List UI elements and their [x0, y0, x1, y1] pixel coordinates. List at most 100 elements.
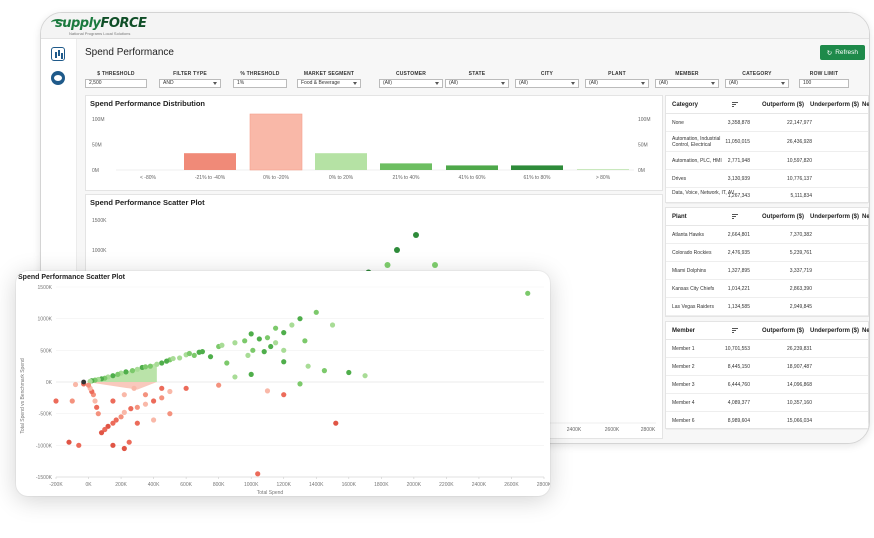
filter-dropdown[interactable]: (All): [725, 79, 789, 88]
scatter-point-outperform: [289, 322, 295, 328]
cell-outperform: 10,701,553: [724, 346, 750, 352]
cell-underperform: 2,863,390: [789, 286, 812, 292]
cell-outperform: 11,050,015: [725, 139, 750, 145]
x-tick-label: 2400K: [472, 482, 487, 488]
scatter-point-outperform: [305, 363, 311, 369]
table-row[interactable]: Automation, PLC, HMI 2,771,948 10,597,820: [666, 152, 868, 170]
table-header: Member Outperform ($) Underperform ($)Net …: [666, 322, 869, 340]
column-header[interactable]: Outperform ($): [762, 214, 804, 220]
column-header[interactable]: Outperform ($): [762, 328, 804, 334]
scatter-point-underperform: [159, 385, 165, 391]
table-row[interactable]: Member 6 8,989,604 15,066,034: [666, 412, 868, 430]
table-row[interactable]: Member 1 10,701,553 26,239,831: [666, 340, 868, 358]
scatter-point-outperform: [525, 290, 531, 296]
table-row[interactable]: Las Vegas Raiders 1,134,585 2,949,845: [666, 298, 868, 316]
scatter-title: Spend Performance Scatter Plot: [90, 198, 205, 207]
scatter-point-outperform: [313, 309, 319, 315]
overlay-title: Spend Performance Scatter Plot: [18, 274, 125, 281]
scatter-point-outperform: [232, 340, 238, 346]
column-header[interactable]: Underperform ($): [810, 102, 860, 108]
column-header[interactable]: Underperform ($): [810, 328, 860, 334]
filter-input[interactable]: 100: [799, 79, 849, 88]
column-header[interactable]: Member: [672, 328, 696, 334]
table-row[interactable]: Atlanta Hawks 2,664,801 7,370,382: [666, 226, 868, 244]
badge-icon[interactable]: [51, 71, 65, 85]
refresh-button[interactable]: ↻ Refresh: [819, 45, 865, 60]
filter-dropdown[interactable]: Food & Beverage: [297, 79, 361, 88]
x-tick-label: 0K: [85, 482, 92, 488]
table-row[interactable]: Member 2 8,445,150 18,907,487: [666, 358, 868, 376]
dashboard-icon[interactable]: [51, 47, 65, 61]
filter-dropdown[interactable]: (All): [655, 79, 719, 88]
bar-41-to-60: [446, 165, 498, 170]
cell-outperform: 8,989,604: [727, 418, 750, 424]
x-tick-label: 2800K: [641, 427, 656, 433]
scatter-point-outperform: [250, 347, 256, 353]
scatter-point-outperform: [186, 350, 192, 357]
scatter-point: [432, 262, 438, 268]
column-header[interactable]: Plant: [672, 214, 687, 220]
cell-outperform: 1,267,343: [727, 193, 750, 199]
x-tick-label: 2200K: [439, 482, 454, 488]
y-tick-label-right: 0M: [638, 168, 645, 174]
y-tick-label: 1500K: [92, 218, 107, 224]
column-header[interactable]: Outperform ($): [762, 102, 804, 108]
filter-dropdown[interactable]: (All): [585, 79, 649, 88]
filter-dropdown[interactable]: (All): [379, 79, 443, 88]
bar-21-to-40: [380, 163, 432, 170]
table-row[interactable]: Member 4 4,089,377 10,357,160: [666, 394, 868, 412]
table-row[interactable]: Data, Voice, Network, IT, AV 1,267,343 5,1…: [666, 188, 868, 204]
filter-label: CITY: [540, 71, 554, 77]
scatter-point-outperform: [256, 336, 262, 342]
table-row[interactable]: Automation, Industrial Control, Electric…: [666, 132, 868, 152]
table-row[interactable]: Kansas City Chiefs 1,014,221 2,863,390: [666, 280, 868, 298]
scatter-point-underperform: [151, 398, 157, 404]
supplyforce-logo[interactable]: supplyFORCE National Programs Local Solu…: [51, 16, 147, 36]
table-row[interactable]: Drives 3,130,939 10,776,137: [666, 170, 868, 188]
x-tick-label: < -80%: [140, 175, 157, 181]
column-header[interactable]: Underperform ($): [810, 214, 860, 220]
x-tick-label: 1000K: [244, 482, 259, 488]
scatter-point-underperform: [151, 417, 157, 423]
scatter-point-outperform: [196, 349, 202, 355]
cell-name: Las Vegas Raiders: [672, 304, 714, 310]
cell-underperform: 10,597,820: [786, 158, 812, 164]
sort-icon[interactable]: [732, 214, 738, 220]
filter-input[interactable]: 1%: [233, 79, 287, 88]
table-row[interactable]: Colorado Rockies 2,476,935 5,239,761: [666, 244, 868, 262]
cell-name: Member 3: [672, 382, 695, 388]
scatter-point-underperform: [95, 411, 101, 417]
distribution-title: Spend Performance Distribution: [90, 99, 206, 108]
x-tick-label: 2600K: [504, 482, 519, 488]
scatter-point-outperform: [207, 354, 214, 360]
scatter-point-underperform: [128, 406, 134, 412]
dense-underperform-cluster: [86, 382, 157, 390]
bar-0-to-20: [315, 153, 367, 170]
scatter-point-outperform: [362, 373, 368, 379]
sort-icon[interactable]: [732, 328, 738, 334]
cell-outperform: 3,358,878: [727, 120, 750, 126]
scatter-point-underperform: [216, 382, 222, 388]
filter-dropdown[interactable]: (All): [515, 79, 579, 88]
x-tick-label: 2400K: [567, 427, 582, 433]
y-tick-label: 50M: [92, 143, 102, 149]
scatter-point-outperform: [224, 360, 230, 366]
filter-dropdown[interactable]: (All): [445, 79, 509, 88]
filter-input[interactable]: 2,500: [85, 79, 147, 88]
scatter-point-outperform: [268, 343, 274, 350]
column-header[interactable]: Category: [672, 102, 699, 108]
column-header[interactable]: Net Pe: [862, 214, 869, 220]
table-row[interactable]: Miami Dolphins 1,327,895 3,337,719: [666, 262, 868, 280]
cell-name: Colorado Rockies: [672, 250, 712, 256]
filter-dropdown[interactable]: AND: [159, 79, 221, 88]
column-header[interactable]: Net Pe: [862, 328, 869, 334]
logo-tagline: National Programs Local Solutions: [69, 31, 131, 36]
x-tick-label: 0% to -20%: [263, 175, 289, 181]
sort-icon[interactable]: [732, 102, 738, 108]
scatter-point-underperform: [53, 398, 59, 404]
y-tick-label: -1000K: [36, 443, 53, 449]
column-header[interactable]: Net Pe: [862, 102, 869, 108]
table-row[interactable]: Member 3 6,444,760 14,096,868: [666, 376, 868, 394]
table-row[interactable]: None 3,358,878 22,147,977: [666, 114, 868, 132]
filter-threshold: $ THRESHOLD 2,500: [85, 71, 147, 88]
